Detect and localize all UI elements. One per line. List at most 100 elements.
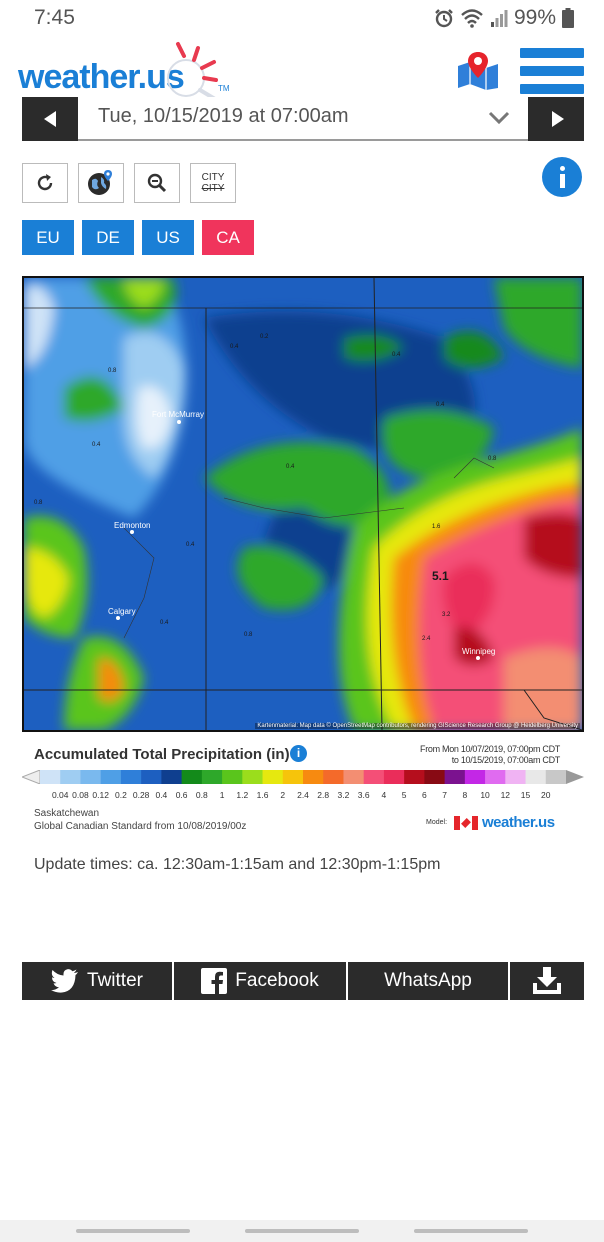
city-label-calgary: Calgary (108, 607, 136, 616)
globe-location-icon (88, 170, 112, 195)
menu-bar-icon (520, 84, 584, 94)
legend-color-swatch (505, 770, 527, 784)
download-button[interactable] (510, 962, 584, 1000)
map-value-label: 0.4 (230, 344, 239, 350)
share-whatsapp-label: WhatsApp (384, 970, 472, 991)
legend-color-swatch (181, 770, 203, 784)
refresh-icon (37, 174, 53, 191)
menu-bar-icon (520, 48, 584, 58)
legend-date-range: From Mon 10/07/2019, 07:00pm CDT to 10/1… (420, 744, 560, 766)
city-labels-toggle[interactable]: CITY CITY (190, 163, 236, 203)
date-time-select[interactable]: Tue, 10/15/2019 at 07:00am (78, 97, 528, 141)
precipitation-map-graphic: Fort McMurray Edmonton Calgary Winnipeg … (24, 278, 582, 730)
map-max-value-label: 5.1 (432, 569, 449, 583)
nav-recent-button[interactable] (76, 1229, 190, 1233)
info-icon[interactable] (542, 157, 582, 197)
legend-color-swatch (343, 770, 365, 784)
legend-tick-label: 5 (401, 790, 407, 800)
weather-us-logo[interactable]: weather.us TM (18, 40, 238, 104)
chevron-down-icon (488, 111, 510, 125)
legend-tick-label: 0.6 (175, 790, 188, 800)
share-facebook-label: Facebook (235, 970, 319, 991)
logo-trademark: TM (218, 84, 230, 93)
date-selector-row: Tue, 10/15/2019 at 07:00am (22, 97, 584, 141)
share-whatsapp-button[interactable]: WhatsApp (348, 962, 508, 1000)
legend-brand: weather.us (482, 814, 555, 831)
signal-icon (490, 10, 508, 27)
share-twitter-button[interactable]: Twitter (22, 962, 172, 1000)
map-value-label: 0.2 (260, 334, 269, 340)
canada-flag-icon (454, 816, 478, 830)
region-tab-de[interactable]: DE (82, 220, 134, 255)
map-value-label: 0.8 (488, 456, 497, 462)
city-marker (130, 530, 134, 534)
system-navigation-bar (0, 1220, 604, 1242)
legend-arrow-low (22, 770, 41, 784)
legend-color-swatch (444, 770, 466, 784)
legend-color-swatch (80, 770, 102, 784)
zoom-out-button[interactable] (134, 163, 180, 203)
legend-model-label: Model: (426, 819, 448, 826)
legend-title: Accumulated Total Precipitation (in) (34, 746, 290, 763)
map-value-label: 0.4 (436, 402, 445, 408)
battery-icon (562, 8, 574, 28)
legend-color-swatch (303, 770, 324, 784)
legend-tick-label: 0.4 (155, 790, 168, 800)
map-value-label: 0.4 (186, 542, 195, 548)
legend-tick-label: 8 (462, 790, 468, 800)
legend-tick-label: 7 (442, 790, 447, 800)
download-icon (533, 967, 561, 994)
legend-color-swatch (464, 770, 486, 784)
legend-color-swatch (545, 770, 567, 784)
location-globe-button[interactable] (78, 163, 124, 203)
battery-percent: 99% (513, 6, 556, 29)
refresh-button[interactable] (22, 163, 68, 203)
legend-color-swatch (424, 770, 446, 784)
zoom-out-icon (147, 173, 167, 193)
legend-tick-label: 20 (541, 790, 551, 800)
next-time-button[interactable] (528, 97, 584, 141)
twitter-icon (51, 969, 79, 993)
legend-tick-label: 0.8 (195, 790, 208, 800)
share-twitter-label: Twitter (87, 970, 143, 991)
legend-tick-label: 12 (500, 790, 511, 800)
legend-tick-label: 0.08 (72, 790, 89, 800)
city-marker (476, 656, 480, 660)
map-value-label: 0.4 (160, 620, 169, 626)
legend-range-to: to 10/15/2019, 07:00am CDT (451, 755, 561, 765)
legend-tick-label: 2.4 (297, 790, 309, 800)
legend-color-swatch (485, 770, 506, 784)
city-label-fort-mcmurray: Fort McMurray (152, 410, 204, 419)
precipitation-map[interactable]: Fort McMurray Edmonton Calgary Winnipeg … (22, 276, 584, 732)
city-label-off: CITY (201, 183, 225, 194)
legend-color-swatch (161, 770, 183, 784)
map-value-label: 2.4 (422, 636, 431, 642)
city-label-on: CITY (201, 172, 225, 183)
legend-tick-label: 0.28 (132, 790, 150, 800)
previous-time-button[interactable] (22, 97, 78, 141)
map-tools: CITY CITY (22, 163, 236, 203)
share-facebook-button[interactable]: Facebook (174, 962, 346, 1000)
map-value-label: 3.2 (442, 612, 451, 618)
legend-color-swatch (262, 770, 284, 784)
legend-info-icon[interactable]: i (290, 745, 307, 762)
city-marker (116, 616, 120, 620)
nav-back-button[interactable] (414, 1229, 528, 1233)
nav-home-button[interactable] (245, 1229, 359, 1233)
legend-color-swatch (383, 770, 405, 784)
legend-tick-label: 4 (381, 790, 387, 800)
map-value-label: 0.8 (244, 632, 253, 638)
alarm-icon (435, 9, 453, 28)
region-tab-us[interactable]: US (142, 220, 194, 255)
legend-tick-label: 1.6 (256, 790, 269, 800)
legend-tick-label: 0.12 (92, 790, 109, 800)
legend-color-swatch (40, 770, 61, 784)
region-tab-eu[interactable]: EU (22, 220, 74, 255)
legend-color-swatch (323, 770, 344, 784)
legend-tick-label: 3.6 (357, 790, 370, 800)
region-tab-ca[interactable]: CA (202, 220, 254, 255)
legend-tick-label: 2.8 (317, 790, 330, 800)
map-view-button[interactable] (456, 50, 500, 90)
facebook-icon (201, 968, 228, 994)
hamburger-menu-button[interactable] (520, 48, 584, 94)
